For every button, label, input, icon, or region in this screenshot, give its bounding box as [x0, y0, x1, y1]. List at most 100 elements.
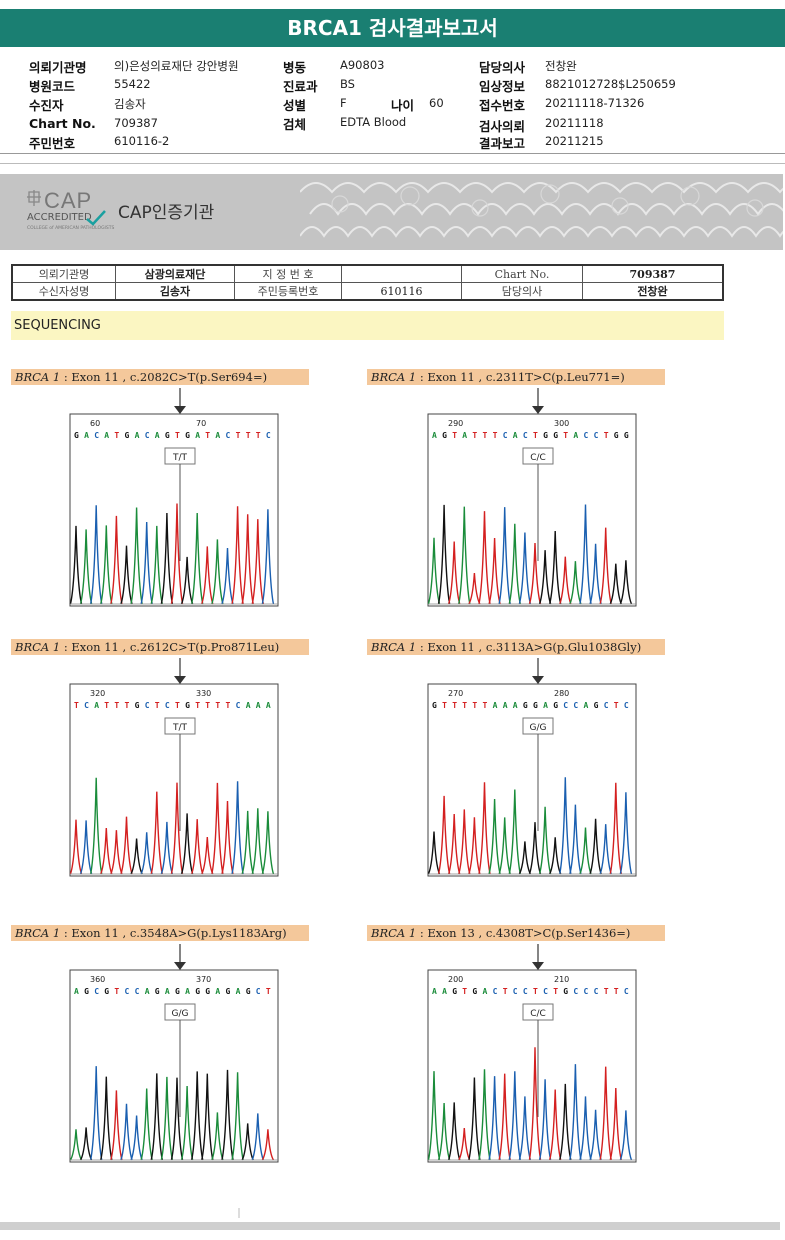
- trace-peak: [599, 527, 612, 605]
- age-label: 나이: [391, 98, 415, 113]
- variant-description: : Exon 11 , c.2082C>T(p.Ser694=): [60, 370, 268, 384]
- trace-peak: [447, 541, 461, 605]
- base-call: T: [462, 701, 467, 710]
- genotype-call: G/G: [530, 723, 547, 733]
- trace-peak: [609, 782, 623, 875]
- base-call: G: [543, 431, 548, 440]
- header-label: 접수번호: [479, 98, 526, 113]
- position-label: 70: [196, 419, 206, 428]
- base-call: G: [125, 431, 130, 440]
- trace-peak: [110, 830, 123, 875]
- base-call: T: [472, 701, 477, 710]
- base-call: A: [185, 987, 190, 996]
- header-label: 담당의사: [479, 60, 526, 75]
- header-value: 김송자: [114, 97, 146, 111]
- trace-peak: [89, 505, 103, 605]
- trace-peak: [140, 1088, 153, 1161]
- header-label: Chart No.: [29, 116, 96, 131]
- header-value: 의)은성의료재단 강안병원: [114, 59, 239, 73]
- base-call: C: [94, 431, 99, 440]
- base-call: C: [523, 987, 528, 996]
- trace-peak: [140, 832, 153, 875]
- variant-description: : Exon 11 , c.2311T>C(p.Leu771=): [416, 370, 625, 384]
- trace-peak: [130, 507, 143, 605]
- table-cell: 담당의사: [461, 282, 583, 301]
- header-divider: [0, 163, 785, 164]
- trace-peak: [160, 821, 174, 875]
- position-label: 280: [554, 689, 569, 698]
- trace-peak: [619, 560, 633, 605]
- base-call: T: [563, 431, 568, 440]
- trace-peak: [468, 817, 481, 875]
- base-call: T: [483, 701, 488, 710]
- trace-peak: [437, 1102, 451, 1161]
- header-label: 결과보고: [479, 136, 526, 151]
- header-value: A90803: [340, 58, 385, 72]
- base-call: C: [573, 701, 578, 710]
- position-label: 60: [90, 419, 100, 428]
- trace-peak: [559, 1083, 572, 1161]
- trace-peak: [437, 795, 451, 875]
- trace-peak: [160, 1076, 174, 1161]
- arrow-head-icon: [532, 676, 544, 684]
- base-call: G: [165, 431, 170, 440]
- base-call: C: [125, 987, 130, 996]
- trace-peak: [79, 529, 93, 605]
- trace-peak: [150, 525, 164, 605]
- cap-certified-label: CAP인증기관: [118, 203, 215, 223]
- trace-peak: [150, 791, 164, 875]
- trace-peak: [201, 1073, 214, 1161]
- trace-peak: [241, 810, 254, 875]
- trace-peak: [599, 824, 612, 875]
- base-call: G: [624, 431, 629, 440]
- header-divider: [0, 153, 785, 154]
- decorative-wave-pattern: [300, 182, 783, 238]
- trace-peak: [89, 1066, 103, 1161]
- trace-peak: [150, 1073, 164, 1161]
- base-call: A: [256, 701, 261, 710]
- base-call: C: [523, 431, 528, 440]
- trace-peak: [549, 837, 562, 875]
- trace-peak: [100, 827, 113, 875]
- arrow-head-icon: [174, 962, 186, 970]
- variant-description: : Exon 13 , c.4308T>C(p.Ser1436=): [416, 926, 631, 940]
- trace-peak: [579, 827, 592, 875]
- base-call: C: [94, 987, 99, 996]
- base-call: T: [256, 431, 261, 440]
- trace-peak: [190, 819, 204, 875]
- trace-peak: [69, 819, 83, 875]
- base-call: T: [533, 431, 538, 440]
- base-call: A: [513, 431, 518, 440]
- trace-peak: [528, 822, 542, 875]
- trace-peak: [468, 572, 481, 605]
- footer-mark: [238, 1208, 240, 1218]
- trace-peak: [538, 550, 552, 605]
- trace-peak: [468, 1077, 481, 1161]
- position-label: 210: [554, 975, 569, 984]
- trace-peak: [548, 531, 562, 605]
- base-call: T: [155, 701, 160, 710]
- base-call: G: [185, 431, 190, 440]
- base-call: A: [215, 987, 220, 996]
- variant-label: BRCA 1 : Exon 13 , c.4308T>C(p.Ser1436=): [367, 925, 665, 941]
- base-call: G: [523, 701, 528, 710]
- trace-peak: [110, 1090, 123, 1161]
- base-call: T: [462, 987, 467, 996]
- trace-peak: [569, 1064, 582, 1161]
- base-call: A: [442, 987, 447, 996]
- base-call: T: [483, 431, 488, 440]
- trace-peak: [100, 1076, 113, 1161]
- base-call: C: [543, 987, 548, 996]
- trace-peak: [231, 506, 244, 605]
- table-cell: 의뢰기관명: [11, 264, 116, 283]
- base-call: T: [604, 431, 609, 440]
- base-call: A: [266, 701, 271, 710]
- base-call: C: [236, 701, 241, 710]
- trace-peak: [498, 507, 511, 605]
- base-call: G: [84, 987, 89, 996]
- base-call: A: [584, 701, 589, 710]
- trace-peak: [211, 539, 224, 605]
- table-row: 수신자성명 김송자 주민등록번호 610116 담당의사 전창완: [11, 282, 724, 301]
- trace-peak: [211, 1112, 224, 1161]
- base-call: A: [104, 431, 109, 440]
